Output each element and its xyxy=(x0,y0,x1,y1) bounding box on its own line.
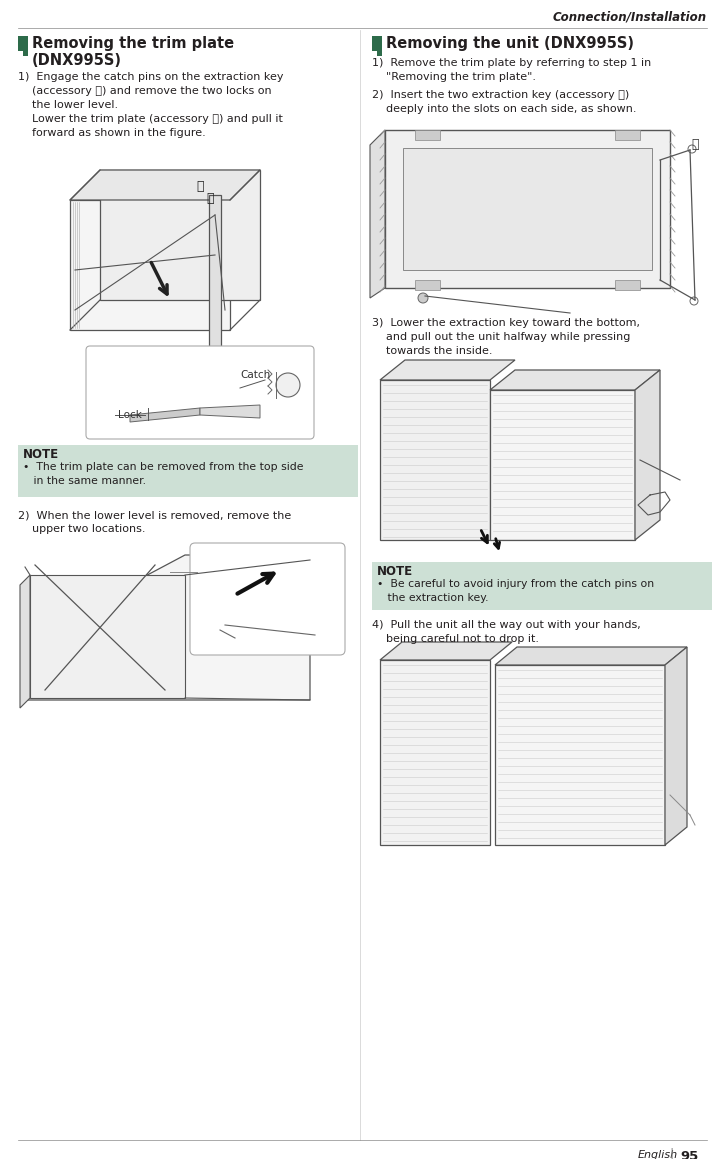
Text: ⓤ: ⓤ xyxy=(206,192,214,205)
FancyBboxPatch shape xyxy=(615,280,640,290)
Text: 2)  Insert the two extraction key (accessory ⓤ)
    deeply into the slots on eac: 2) Insert the two extraction key (access… xyxy=(372,90,637,114)
FancyBboxPatch shape xyxy=(18,36,28,56)
Text: NOTE: NOTE xyxy=(23,449,59,461)
Text: Removing the unit (DNX995S): Removing the unit (DNX995S) xyxy=(386,36,634,51)
Text: •  The trim plate can be removed from the top side
   in the same manner.: • The trim plate can be removed from the… xyxy=(23,462,304,486)
Polygon shape xyxy=(25,555,310,700)
Text: •  Be careful to avoid injury from the catch pins on
   the extraction key.: • Be careful to avoid injury from the ca… xyxy=(377,580,654,603)
FancyBboxPatch shape xyxy=(372,562,712,610)
Text: 1)  Engage the catch pins on the extraction key
    (accessory ⓤ) and remove the: 1) Engage the catch pins on the extracti… xyxy=(18,72,283,138)
Circle shape xyxy=(418,293,428,302)
Circle shape xyxy=(276,373,300,398)
Polygon shape xyxy=(380,360,515,380)
FancyBboxPatch shape xyxy=(86,347,314,439)
Polygon shape xyxy=(635,370,660,540)
Text: 1)  Remove the trim plate by referring to step 1 in
    "Removing the trim plate: 1) Remove the trim plate by referring to… xyxy=(372,58,651,82)
Polygon shape xyxy=(380,642,512,659)
FancyBboxPatch shape xyxy=(18,51,23,56)
Polygon shape xyxy=(30,575,185,698)
Text: 4)  Pull the unit all the way out with your hands,
    being careful not to drop: 4) Pull the unit all the way out with yo… xyxy=(372,620,641,644)
Text: 95: 95 xyxy=(680,1150,698,1159)
FancyBboxPatch shape xyxy=(490,389,635,540)
Text: Connection/Installation: Connection/Installation xyxy=(553,10,707,23)
Polygon shape xyxy=(70,201,230,330)
Polygon shape xyxy=(665,647,687,845)
Polygon shape xyxy=(130,408,200,422)
Polygon shape xyxy=(490,370,660,389)
FancyBboxPatch shape xyxy=(415,280,440,290)
Polygon shape xyxy=(70,170,260,201)
Polygon shape xyxy=(209,195,221,360)
FancyBboxPatch shape xyxy=(403,148,652,270)
Text: English: English xyxy=(638,1150,678,1159)
Text: Catch: Catch xyxy=(240,370,270,380)
Text: 3)  Lower the extraction key toward the bottom,
    and pull out the unit halfwa: 3) Lower the extraction key toward the b… xyxy=(372,318,640,356)
FancyBboxPatch shape xyxy=(495,665,665,845)
FancyBboxPatch shape xyxy=(615,130,640,140)
Text: Removing the trim plate: Removing the trim plate xyxy=(32,36,234,51)
Text: Lock: Lock xyxy=(118,410,142,420)
FancyBboxPatch shape xyxy=(372,36,382,56)
Polygon shape xyxy=(100,170,260,300)
Text: ⓤ: ⓤ xyxy=(691,138,699,151)
Text: 2)  When the lower level is removed, remove the
    upper two locations.: 2) When the lower level is removed, remo… xyxy=(18,510,291,534)
Text: ⓧ: ⓧ xyxy=(196,180,204,194)
FancyBboxPatch shape xyxy=(385,130,670,287)
Text: NOTE: NOTE xyxy=(377,564,413,578)
Text: (DNX995S): (DNX995S) xyxy=(32,53,122,68)
FancyBboxPatch shape xyxy=(18,445,358,497)
Circle shape xyxy=(688,145,696,153)
Circle shape xyxy=(690,297,698,305)
Text: |: | xyxy=(670,1149,674,1159)
FancyBboxPatch shape xyxy=(380,380,490,540)
Polygon shape xyxy=(370,130,385,298)
Polygon shape xyxy=(200,404,260,418)
Polygon shape xyxy=(495,647,687,665)
FancyBboxPatch shape xyxy=(190,544,345,655)
FancyBboxPatch shape xyxy=(380,659,490,845)
FancyBboxPatch shape xyxy=(415,130,440,140)
Polygon shape xyxy=(20,575,30,708)
FancyBboxPatch shape xyxy=(372,51,377,56)
